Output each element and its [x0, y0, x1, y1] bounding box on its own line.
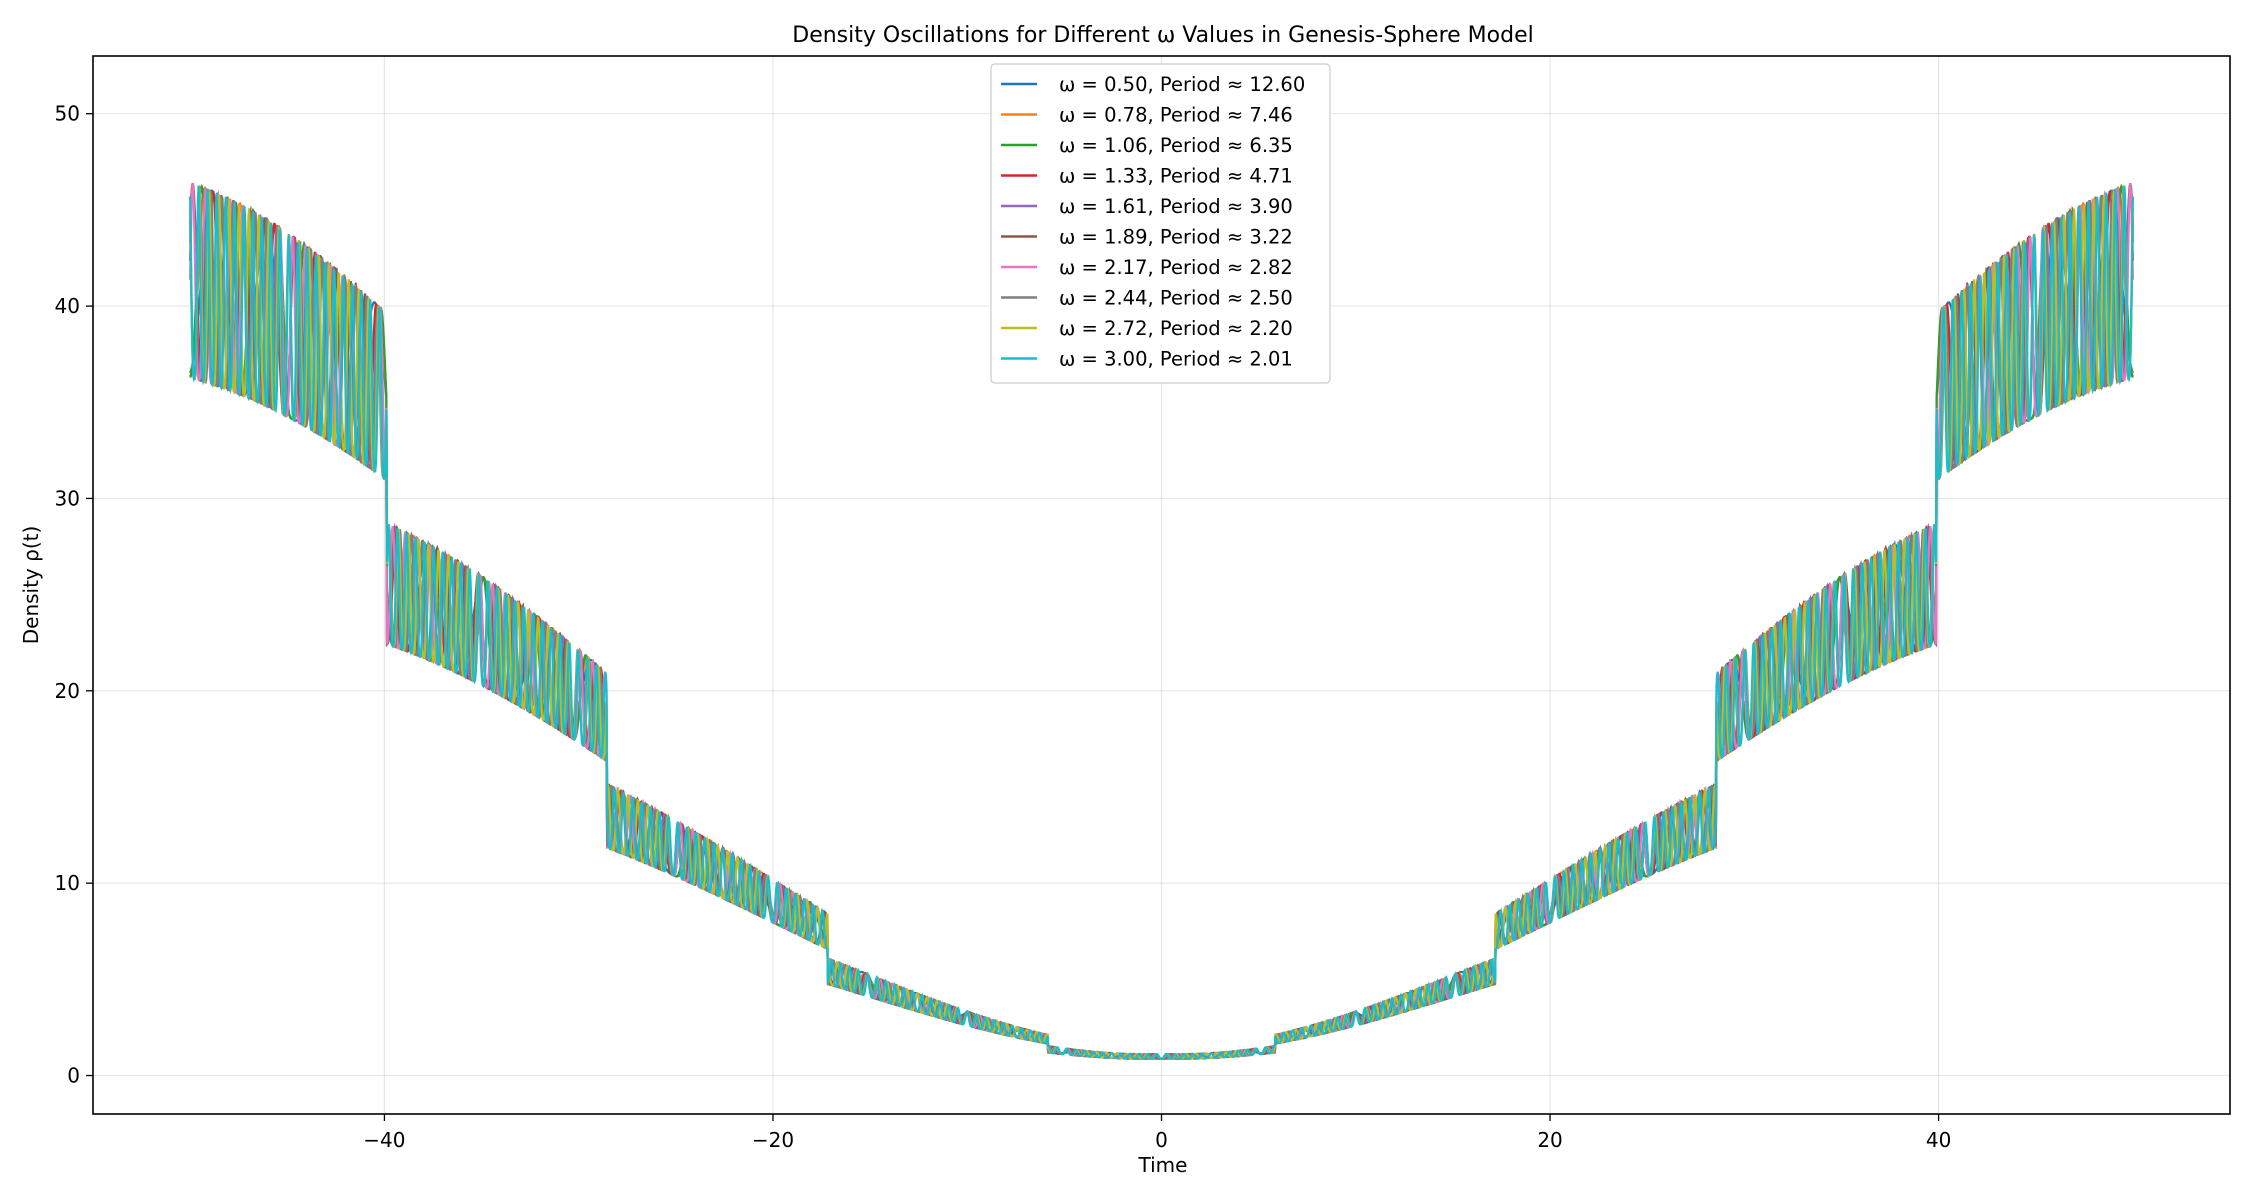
- y-tick-label: 40: [55, 294, 80, 318]
- legend-entry: ω = 1.33, Period ≈ 4.71: [1059, 165, 1293, 188]
- legend-entry: ω = 2.17, Period ≈ 2.82: [1059, 256, 1293, 279]
- series-lines: [189, 183, 2134, 1060]
- y-tick-label: 50: [55, 102, 80, 126]
- legend-entry: ω = 0.78, Period ≈ 7.46: [1059, 104, 1293, 127]
- legend-entry: ω = 3.00, Period ≈ 2.01: [1059, 348, 1293, 371]
- y-tick-label: 30: [55, 486, 80, 510]
- y-axis: 0 10 20 30 40 50: [55, 102, 93, 1088]
- chart-title: Density Oscillations for Different ω Val…: [792, 23, 1534, 48]
- legend-entry: ω = 1.89, Period ≈ 3.22: [1059, 226, 1293, 249]
- y-axis-label: Density ρ(t): [19, 526, 43, 645]
- legend: ω = 0.50, Period ≈ 12.60 ω = 0.78, Period…: [990, 63, 1331, 384]
- y-tick-label: 0: [67, 1064, 80, 1088]
- y-tick-label: 20: [55, 679, 80, 703]
- x-tick-label: 0: [1155, 1128, 1168, 1152]
- legend-box: [990, 63, 1331, 384]
- legend-entry: ω = 1.61, Period ≈ 3.90: [1059, 195, 1293, 218]
- x-axis-label: Time: [1138, 1153, 1188, 1177]
- x-axis: −40 −20 0 20 40: [363, 1114, 1951, 1152]
- legend-entry: ω = 2.44, Period ≈ 2.50: [1059, 287, 1293, 310]
- legend-entry: ω = 0.50, Period ≈ 12.60: [1059, 73, 1305, 96]
- legend-entry: ω = 1.06, Period ≈ 6.35: [1059, 134, 1293, 157]
- x-tick-label: −40: [363, 1128, 405, 1152]
- legend-entry: ω = 2.72, Period ≈ 2.20: [1059, 317, 1293, 340]
- x-tick-label: 20: [1537, 1128, 1562, 1152]
- x-tick-label: −20: [752, 1128, 794, 1152]
- series-line-9: [189, 185, 2134, 1060]
- y-tick-label: 10: [55, 871, 80, 895]
- x-tick-label: 40: [1926, 1128, 1951, 1152]
